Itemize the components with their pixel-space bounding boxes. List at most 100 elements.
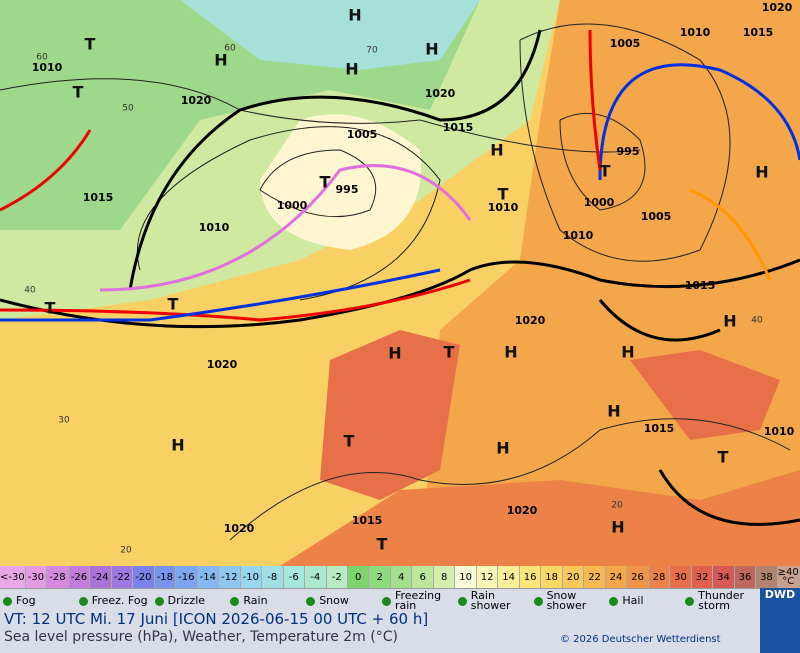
pressure-label: 1005 xyxy=(347,128,378,141)
scale-box: 2 xyxy=(369,566,391,588)
pressure-center: T xyxy=(73,83,84,102)
grid-label: 50 xyxy=(122,104,134,114)
cold-front xyxy=(598,63,800,181)
land-africa xyxy=(280,470,800,566)
scale-box: -28 xyxy=(47,566,69,588)
pressure-center: H xyxy=(504,343,517,362)
pressure-label: 1000 xyxy=(584,196,615,209)
pressure-label: 1020 xyxy=(181,94,212,107)
pressure-label: 1010 xyxy=(32,61,63,74)
logo: DWD xyxy=(760,588,800,653)
scale-box: 22 xyxy=(584,566,606,588)
scale-box: 28 xyxy=(648,566,671,588)
weather-item: Snow xyxy=(303,589,379,613)
pressure-label: 1015 xyxy=(644,422,675,435)
pressure-center: H xyxy=(214,51,227,70)
pressure-center: H xyxy=(611,518,624,537)
scale-box: -18 xyxy=(154,566,177,588)
pressure-label: 995 xyxy=(336,183,359,196)
pressure-center: H xyxy=(388,344,401,363)
pressure-label: 1015 xyxy=(685,279,716,292)
pressure-center: H xyxy=(723,312,736,331)
weather-item: Hail xyxy=(606,589,682,613)
grid-label: 40 xyxy=(24,286,36,296)
pressure-label: 1010 xyxy=(563,229,594,242)
pressure-center: T xyxy=(320,173,331,192)
pressure-label: 1005 xyxy=(641,210,672,223)
pressure-label: 1020 xyxy=(207,358,238,371)
valid-time: VT: 12 UTC Mi. 17 Juni [ICON 2026-06-15 … xyxy=(4,610,429,628)
scale-box: -16 xyxy=(176,566,198,588)
scale-box: 6 xyxy=(412,566,434,588)
warm-front xyxy=(588,29,602,171)
scale-low: <-30 xyxy=(0,566,26,588)
warm-front xyxy=(0,278,471,322)
pressure-label: 1020 xyxy=(507,504,538,517)
grid-label: 60 xyxy=(224,44,236,54)
weather-item: Freezing rain xyxy=(379,589,455,613)
pressure-center: T xyxy=(344,432,355,451)
pressure-label: 1020 xyxy=(762,1,793,14)
pressure-label: 1015 xyxy=(352,514,383,527)
weather-item: Thunder storm xyxy=(682,589,758,613)
pressure-center: T xyxy=(377,535,388,554)
scale-box: -22 xyxy=(111,566,134,588)
scale-box: -2 xyxy=(326,566,348,588)
scale-box: 10 xyxy=(455,566,477,588)
scale-box: 30 xyxy=(670,566,692,588)
pressure-label: 1010 xyxy=(764,425,795,438)
scale-box: 12 xyxy=(476,566,499,588)
logo-text: DWD xyxy=(764,588,796,601)
weather-item: Snow shower xyxy=(531,589,607,613)
main-isobars xyxy=(0,29,800,526)
pressure-label: 1000 xyxy=(277,199,308,212)
scale-box: -10 xyxy=(240,566,263,588)
pressure-center: H xyxy=(621,343,634,362)
trough xyxy=(689,188,772,281)
scale-box: -6 xyxy=(283,566,306,588)
pressure-center: T xyxy=(718,448,729,467)
weather-map: 1010 1020 1020 1015 1005 995 1000 1010 1015 1005 1… xyxy=(0,0,800,566)
pressure-center: H xyxy=(607,402,620,421)
scale-box: -4 xyxy=(305,566,327,588)
pressure-label: 1015 xyxy=(743,26,774,39)
scale-box: 36 xyxy=(734,566,757,588)
scale-box: 34 xyxy=(713,566,735,588)
pressure-center: H xyxy=(755,163,768,182)
grid-label: 70 xyxy=(366,46,378,56)
pressure-center: T xyxy=(498,185,509,204)
pressure-center: T xyxy=(168,295,179,314)
scale-box: 18 xyxy=(541,566,563,588)
pressure-label: 1010 xyxy=(488,201,519,214)
pressure-center: H xyxy=(171,436,184,455)
occluded-front xyxy=(99,164,472,292)
temperature-scale: <-30 -30 -28 -26 -24 -22 -20 -18 -16 -14 -12 -10 -8-… xyxy=(0,566,800,589)
scale-box: 24 xyxy=(605,566,628,588)
pressure-label: 1015 xyxy=(83,191,114,204)
pressure-label: 1010 xyxy=(680,26,711,39)
copyright: © 2026 Deutscher Wetterdienst xyxy=(560,634,721,645)
pressure-center: H xyxy=(490,141,503,160)
scale-box: 26 xyxy=(627,566,649,588)
pressure-center: H xyxy=(425,40,438,59)
scale-box: 14 xyxy=(498,566,520,588)
scale-box: -8 xyxy=(262,566,284,588)
pressure-center: T xyxy=(45,299,56,318)
pressure-label: 1015 xyxy=(443,121,474,134)
grid-label: 20 xyxy=(611,501,623,511)
grid-label: 20 xyxy=(120,546,132,556)
scale-box: -30 xyxy=(25,566,48,588)
description: Sea level pressure (hPa), Weather, Tempe… xyxy=(4,629,398,645)
scale-box: 16 xyxy=(519,566,542,588)
warm-front xyxy=(0,129,92,212)
scale-box: 20 xyxy=(562,566,585,588)
pressure-label: 1020 xyxy=(224,522,255,535)
pressure-label: 1005 xyxy=(610,37,641,50)
weather-item: Rain xyxy=(227,589,303,613)
grid-label: 60 xyxy=(36,53,48,63)
weather-item: Fog xyxy=(0,589,76,613)
scale-box: 0 xyxy=(347,566,370,588)
grid-label: 40 xyxy=(751,316,763,326)
scale-box: 32 xyxy=(691,566,714,588)
